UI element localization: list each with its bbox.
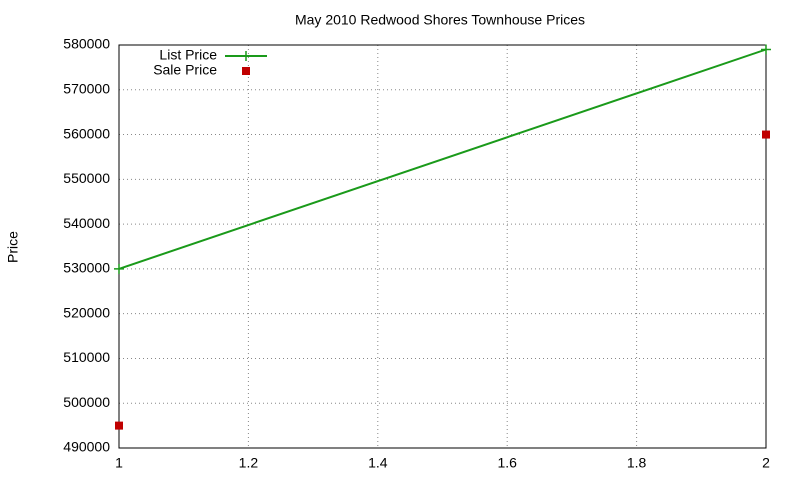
legend-marker	[241, 51, 251, 61]
y-tick-label: 560000	[63, 125, 110, 141]
y-tick-label: 570000	[63, 80, 110, 96]
chart-title: May 2010 Redwood Shores Townhouse Prices	[295, 12, 585, 28]
x-tick-label: 1	[115, 455, 123, 471]
y-tick-label: 510000	[63, 349, 110, 365]
line-point	[114, 263, 124, 274]
line-point	[761, 44, 771, 55]
x-tick-label: 2	[762, 455, 770, 471]
y-tick-label: 500000	[63, 394, 110, 410]
scatter-point	[115, 421, 123, 430]
y-tick-label: 530000	[63, 260, 110, 276]
plot-border	[118, 44, 767, 449]
y-axis-label: Price	[5, 231, 21, 263]
scatter-point	[762, 130, 770, 139]
x-tick-label: 1.6	[497, 455, 517, 471]
y-tick-label: 550000	[63, 170, 110, 186]
legend-label: List Price	[159, 47, 217, 63]
x-tick-label: 1.4	[368, 455, 388, 471]
x-tick-label: 1.8	[627, 455, 647, 471]
y-tick-label: 580000	[63, 36, 110, 52]
y-tick-label: 520000	[63, 304, 110, 320]
y-tick-label: 540000	[63, 215, 110, 231]
legend-label: Sale Price	[153, 62, 217, 78]
legend-marker	[242, 67, 250, 75]
y-tick-label: 490000	[63, 439, 110, 455]
series-line	[118, 48, 767, 270]
x-tick-label: 1.2	[239, 455, 259, 471]
